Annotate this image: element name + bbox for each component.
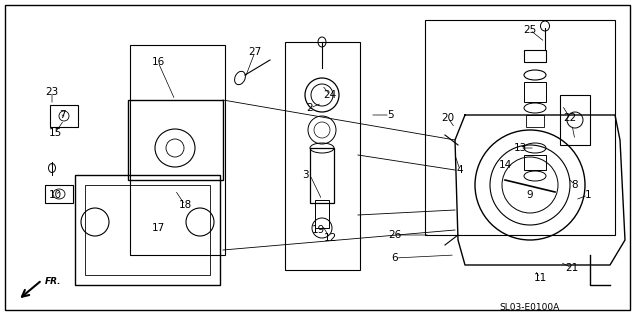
Text: 2: 2 <box>307 103 314 113</box>
Text: 19: 19 <box>312 225 324 235</box>
Text: 13: 13 <box>513 143 527 153</box>
Text: 20: 20 <box>442 113 454 123</box>
Bar <box>560 95 590 145</box>
Text: 26: 26 <box>388 230 402 240</box>
Bar <box>425 20 615 235</box>
Bar <box>310 148 334 203</box>
Text: 9: 9 <box>527 190 533 200</box>
Text: 18: 18 <box>179 200 191 210</box>
Text: 24: 24 <box>323 90 337 100</box>
Bar <box>45 185 73 203</box>
Text: 8: 8 <box>572 180 579 190</box>
Text: 1: 1 <box>585 190 591 200</box>
Text: SL03-E0100A: SL03-E0100A <box>500 303 560 313</box>
Bar <box>85 185 210 275</box>
Text: 14: 14 <box>499 160 511 170</box>
Bar <box>524 155 546 170</box>
Bar <box>75 175 220 285</box>
Bar <box>524 50 546 62</box>
Text: 11: 11 <box>533 273 547 283</box>
Text: 23: 23 <box>45 87 59 97</box>
Text: FR.: FR. <box>45 278 61 286</box>
Text: 27: 27 <box>248 47 262 57</box>
Text: 12: 12 <box>323 233 337 243</box>
Text: 3: 3 <box>301 170 308 180</box>
Text: 15: 15 <box>49 128 61 138</box>
Text: 22: 22 <box>563 113 577 123</box>
Text: 16: 16 <box>152 57 164 67</box>
Text: 10: 10 <box>49 190 61 200</box>
Text: 25: 25 <box>524 25 536 35</box>
Bar <box>130 45 225 255</box>
Text: 21: 21 <box>565 263 579 273</box>
Bar <box>128 100 223 180</box>
Bar <box>50 105 78 127</box>
Bar <box>526 115 544 127</box>
Text: 17: 17 <box>152 223 164 233</box>
Bar <box>524 82 546 102</box>
Text: 4: 4 <box>457 165 463 175</box>
Bar <box>315 200 329 228</box>
Text: 5: 5 <box>387 110 394 120</box>
Text: 7: 7 <box>59 110 65 120</box>
Text: 6: 6 <box>392 253 398 263</box>
Bar <box>285 42 360 270</box>
